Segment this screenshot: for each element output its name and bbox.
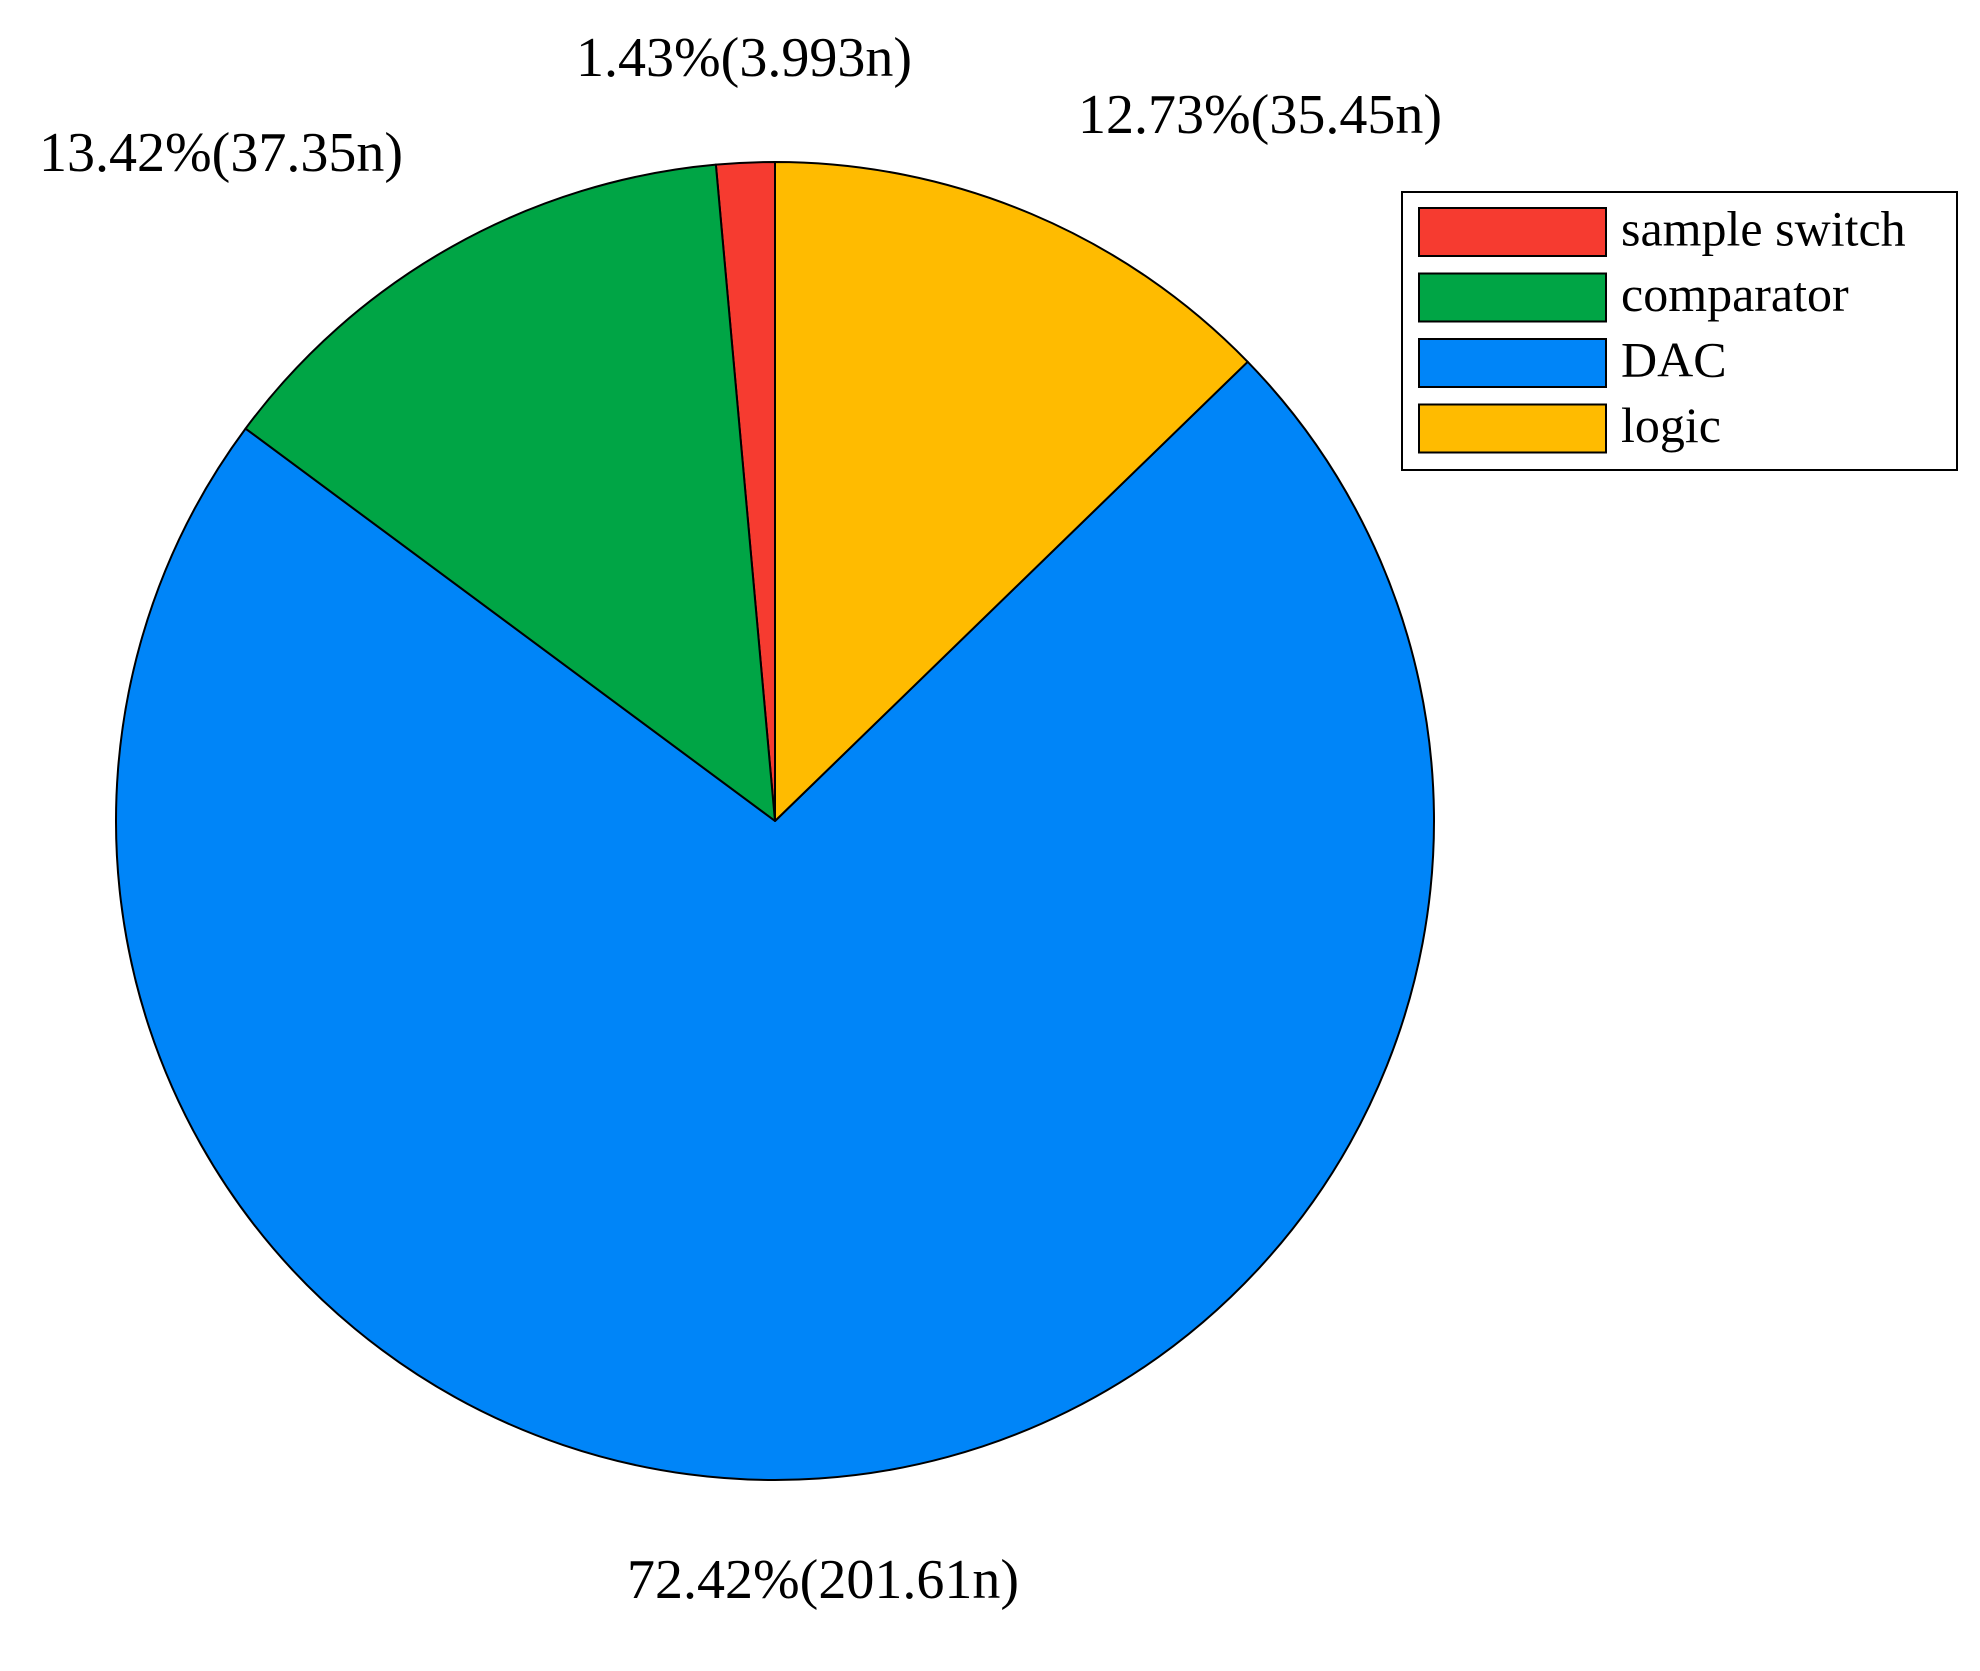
data-label: 12.73%(35.45n) <box>1078 84 1442 146</box>
pie-slice <box>244 163 776 822</box>
legend-swatch <box>1418 272 1607 323</box>
legend-label: comparator <box>1621 266 1849 322</box>
legend-swatch <box>1418 207 1607 257</box>
data-label: 1.43%(3.993n) <box>576 27 912 89</box>
data-label: 13.42%(37.35n) <box>39 122 403 184</box>
pie-slice <box>774 161 1249 822</box>
legend-label: DAC <box>1621 331 1727 387</box>
legend: sample switch comparator DAC logic <box>1418 200 1906 454</box>
legend-swatch <box>1418 403 1607 454</box>
legend-label: logic <box>1621 397 1721 453</box>
data-label: 72.42%(201.61n) <box>627 1549 1019 1611</box>
pie-slice <box>115 360 1435 1481</box>
legend-label: sample switch <box>1621 200 1906 256</box>
legend-swatch <box>1418 338 1607 388</box>
